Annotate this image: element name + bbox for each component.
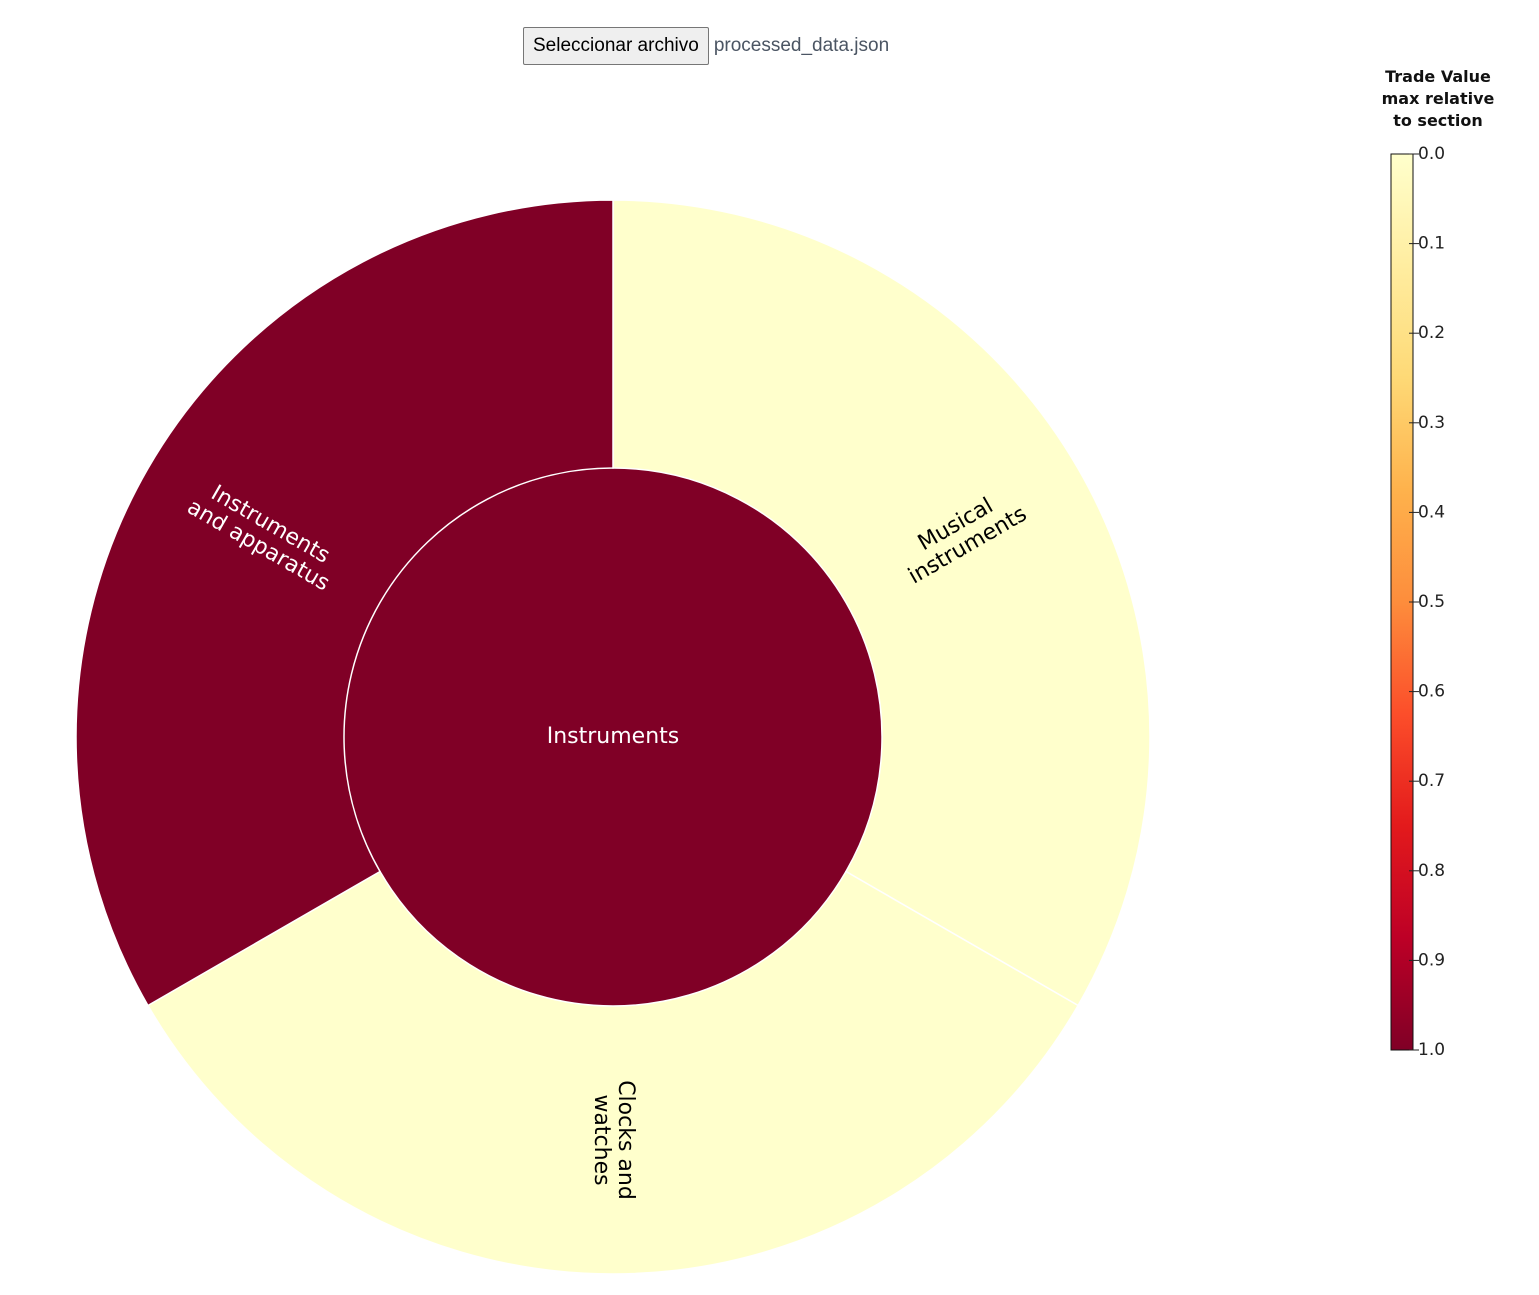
- root-node-label: Instruments: [547, 724, 680, 749]
- file-picker: Seleccionar archivo processed_data.json: [523, 27, 889, 65]
- legend-tick-label: 1.0: [1418, 1040, 1445, 1060]
- legend-tick-label: 0.5: [1418, 592, 1445, 612]
- legend-tick-label: 0.8: [1418, 861, 1445, 881]
- arc-instruments-and-apparatus[interactable]: [75, 199, 614, 1007]
- select-file-button[interactable]: Seleccionar archivo: [523, 27, 709, 65]
- root-node-instruments[interactable]: [344, 468, 882, 1006]
- legend-tick-label: 0.6: [1418, 682, 1445, 702]
- legend-tick-label: 0.9: [1418, 950, 1445, 970]
- legend-tick-label: 0.0: [1418, 144, 1445, 164]
- legend-tick-label: 0.3: [1418, 413, 1445, 433]
- arc-musical-instruments[interactable]: [612, 199, 1151, 1007]
- legend-tick-label: 0.4: [1418, 502, 1445, 522]
- legend-title-line-1: Trade Value: [1385, 67, 1491, 86]
- arc-clocks-and-watches[interactable]: [146, 870, 1080, 1275]
- legend-title-line-2: max relative: [1382, 89, 1495, 108]
- legend-tick-label: 0.7: [1418, 771, 1445, 791]
- legend-tick-label: 0.2: [1418, 323, 1445, 343]
- selected-file-name: processed_data.json: [713, 35, 890, 56]
- legend-tick-label: 0.1: [1418, 234, 1445, 254]
- legend-title-line-3: to section: [1393, 111, 1483, 130]
- legend-ticks: 0.0 0.1 0.2 0.3 0.4 0.5 0.6 0.7 0.8 0.9 1.0: [1409, 144, 1445, 1060]
- arc-label-line: Clocks and: [613, 1080, 638, 1200]
- arc-label-line: watches: [589, 1094, 614, 1185]
- color-legend: Trade Value max relative to section 0.00…: [1382, 67, 1495, 1060]
